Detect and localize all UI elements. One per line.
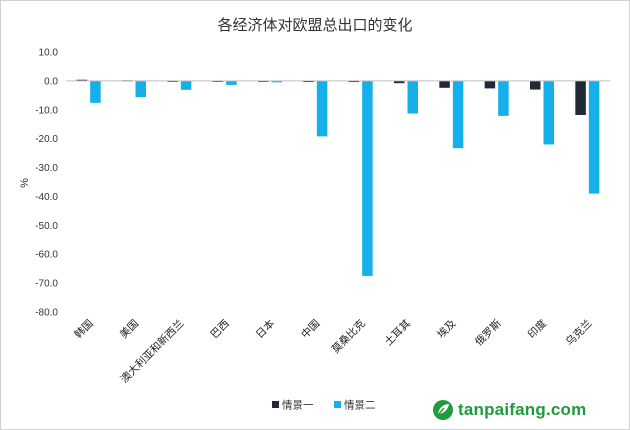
legend-label-series2: 情景二 bbox=[344, 399, 376, 412]
y-tick-label: -10.0 bbox=[35, 105, 58, 116]
bar-series1-8 bbox=[439, 80, 450, 88]
y-tick-label: -80.0 bbox=[35, 308, 58, 319]
category-label: 韩国 bbox=[72, 317, 96, 341]
bar-series1-9 bbox=[484, 80, 496, 89]
bars bbox=[76, 79, 600, 276]
legend: 情景一 情景二 bbox=[272, 399, 376, 412]
y-tick-label: 10.0 bbox=[39, 48, 59, 59]
watermark-text: tanpaifang.com bbox=[458, 400, 587, 419]
bar-series2-8 bbox=[452, 80, 464, 149]
bar-series2-10 bbox=[543, 80, 554, 145]
watermark: tanpaifang.com bbox=[432, 399, 586, 421]
bar-series2-9 bbox=[498, 80, 509, 116]
category-label: 日本 bbox=[253, 317, 277, 341]
bar-series1-7 bbox=[394, 80, 405, 84]
y-axis-label: % bbox=[19, 178, 31, 188]
bar-series2-11 bbox=[588, 80, 600, 194]
y-axis-ticks: 10.0 0.0 -10.0 -20.0 -30.0 -40.0 -50.0 -60.0 -70… bbox=[35, 48, 58, 319]
y-tick-label: -40.0 bbox=[35, 192, 58, 203]
bar-series2-2 bbox=[180, 80, 192, 90]
legend-swatch-series2 bbox=[334, 401, 341, 408]
bar-series1-5 bbox=[303, 80, 314, 83]
bar-series2-1 bbox=[135, 80, 146, 98]
category-label: 俄罗斯 bbox=[472, 317, 504, 349]
bar-series2-6 bbox=[362, 80, 373, 276]
y-tick-label: -70.0 bbox=[35, 279, 58, 290]
leaf-logo-icon bbox=[433, 400, 453, 420]
bar-series2-4 bbox=[271, 80, 282, 83]
bar-series2-7 bbox=[407, 80, 418, 114]
legend-swatch-series1 bbox=[272, 401, 279, 408]
category-label: 莫桑比克 bbox=[329, 317, 368, 356]
category-label: 美国 bbox=[117, 317, 141, 341]
category-label: 巴西 bbox=[208, 318, 231, 341]
category-label: 土耳其 bbox=[382, 317, 413, 348]
y-tick-label: -20.0 bbox=[35, 134, 58, 145]
bar-series1-10 bbox=[530, 80, 541, 90]
category-label: 乌克兰 bbox=[563, 317, 594, 348]
y-tick-label: -60.0 bbox=[35, 250, 58, 261]
chart-title: 各经济体对欧盟总出口的变化 bbox=[217, 16, 412, 34]
bar-series2-0 bbox=[90, 80, 101, 103]
y-tick-label: -30.0 bbox=[35, 163, 58, 174]
category-label: 中国 bbox=[298, 317, 322, 341]
bar-series1-11 bbox=[575, 80, 586, 115]
bar-series2-3 bbox=[226, 80, 237, 85]
y-tick-label: 0.0 bbox=[44, 76, 58, 87]
y-tick-label: -50.0 bbox=[35, 221, 58, 232]
bar-series1-0 bbox=[76, 79, 88, 81]
bar-series1-6 bbox=[348, 80, 360, 83]
legend-label-series1: 情景一 bbox=[282, 399, 314, 412]
category-label: 埃及 bbox=[434, 317, 458, 341]
category-label: 印度 bbox=[525, 317, 549, 341]
bar-series2-5 bbox=[316, 80, 328, 137]
